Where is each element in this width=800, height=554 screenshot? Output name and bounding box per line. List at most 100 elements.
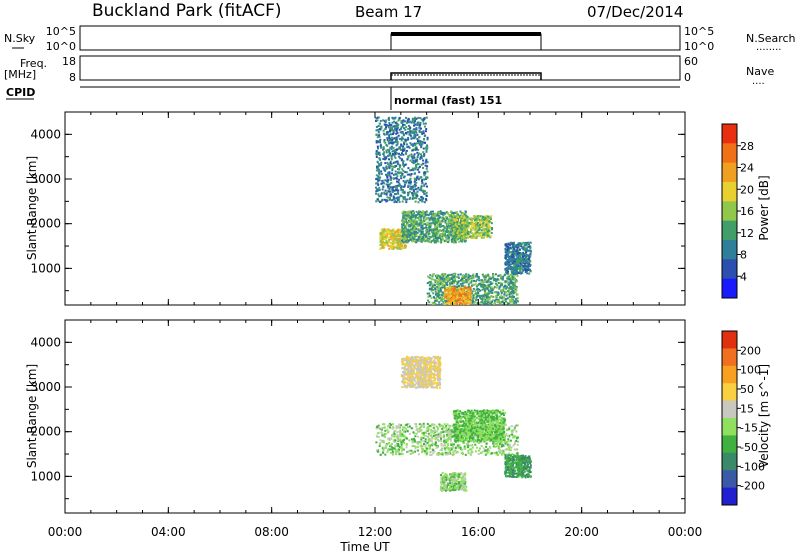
- data-pixel: [388, 190, 391, 193]
- data-pixel: [390, 155, 393, 158]
- data-pixel: [527, 269, 529, 271]
- data-pixel: [442, 216, 444, 219]
- data-pixel: [410, 211, 413, 214]
- data-pixel: [438, 281, 441, 284]
- data-pixel: [392, 196, 395, 199]
- data-pixel: [450, 303, 453, 305]
- data-pixel: [414, 450, 417, 453]
- data-pixel: [477, 284, 480, 286]
- data-pixel: [466, 220, 469, 223]
- data-pixel: [423, 173, 426, 176]
- data-pixel: [459, 225, 461, 228]
- data-pixel: [391, 145, 393, 148]
- data-pixel: [526, 272, 529, 275]
- data-pixel: [487, 234, 489, 237]
- data-pixel: [435, 430, 438, 433]
- data-pixel: [414, 148, 417, 151]
- data-pixel: [414, 136, 417, 139]
- data-pixel: [416, 220, 419, 223]
- data-pixel: [452, 446, 455, 449]
- data-pixel: [426, 136, 429, 139]
- data-pixel: [423, 138, 425, 141]
- data-pixel: [462, 217, 465, 220]
- data-pixel: [477, 441, 480, 444]
- data-pixel: [417, 177, 420, 180]
- data-pixel: [447, 434, 450, 437]
- data-pixel: [413, 178, 416, 181]
- data-pixel: [405, 149, 408, 152]
- data-pixel: [385, 149, 388, 152]
- data-pixel: [454, 227, 457, 230]
- data-pixel: [505, 251, 508, 254]
- data-pixel: [399, 242, 402, 245]
- data-pixel: [422, 132, 425, 135]
- data-pixel: [417, 225, 420, 228]
- data-pixel: [485, 223, 488, 226]
- data-pixel: [417, 168, 420, 171]
- data-pixel: [422, 448, 424, 451]
- data-pixel: [456, 231, 459, 234]
- data-pixel: [510, 430, 513, 433]
- data-pixel: [395, 144, 398, 147]
- data-pixel: [398, 201, 401, 203]
- data-pixel: [380, 193, 383, 196]
- data-pixel: [474, 443, 477, 446]
- data-pixel: [385, 165, 388, 168]
- data-pixel: [475, 216, 478, 219]
- data-pixel: [407, 156, 410, 159]
- data-pixel: [489, 447, 492, 450]
- data-pixel: [406, 121, 408, 124]
- data-pixel: [386, 175, 389, 178]
- data-pixel: [461, 215, 463, 218]
- data-pixel: [485, 285, 488, 288]
- data-pixel: [433, 241, 436, 244]
- data-pixel: [415, 238, 418, 241]
- data-pixel: [493, 303, 496, 305]
- data-pixel: [521, 269, 524, 272]
- data-pixel: [489, 216, 492, 219]
- data-pixel: [512, 266, 515, 269]
- data-pixel: [529, 247, 532, 250]
- data-pixel: [396, 180, 398, 183]
- data-pixel: [488, 277, 491, 280]
- data-pixel: [482, 450, 485, 453]
- data-pixel: [511, 253, 514, 256]
- data-pixel: [501, 278, 504, 281]
- data-pixel: [510, 260, 513, 263]
- data-pixel: [459, 237, 461, 239]
- data-pixel: [513, 262, 516, 265]
- data-pixel: [493, 285, 496, 288]
- power-ylabel: Slant Range [km]: [25, 156, 39, 260]
- data-pixel: [518, 272, 520, 275]
- data-pixel: [501, 442, 504, 445]
- data-pixel: [492, 295, 495, 298]
- data-pixel: [375, 192, 378, 195]
- data-pixel: [437, 230, 440, 233]
- data-pixel: [471, 235, 474, 238]
- data-pixel: [412, 238, 415, 241]
- data-pixel: [376, 427, 379, 430]
- data-pixel: [382, 167, 385, 170]
- data-pixel: [390, 241, 392, 244]
- data-pixel: [423, 117, 426, 120]
- data-pixel: [429, 274, 432, 277]
- data-pixel: [496, 300, 499, 302]
- data-pixel: [440, 437, 442, 440]
- data-pixel: [528, 256, 531, 259]
- data-pixel: [414, 223, 417, 226]
- data-pixel: [475, 220, 478, 223]
- data-pixel: [471, 290, 474, 293]
- data-pixel: [426, 147, 429, 150]
- data-pixel: [484, 234, 487, 237]
- data-pixel: [405, 181, 408, 184]
- data-pixel: [401, 218, 404, 221]
- data-pixel: [406, 430, 409, 433]
- data-pixel: [403, 230, 406, 233]
- y-tick-label: 2000: [30, 217, 61, 231]
- data-pixel: [400, 185, 403, 188]
- data-pixel: [431, 303, 434, 305]
- data-pixel: [470, 448, 473, 451]
- data-pixel: [480, 294, 483, 297]
- data-pixel: [469, 227, 472, 230]
- data-pixel: [393, 431, 395, 434]
